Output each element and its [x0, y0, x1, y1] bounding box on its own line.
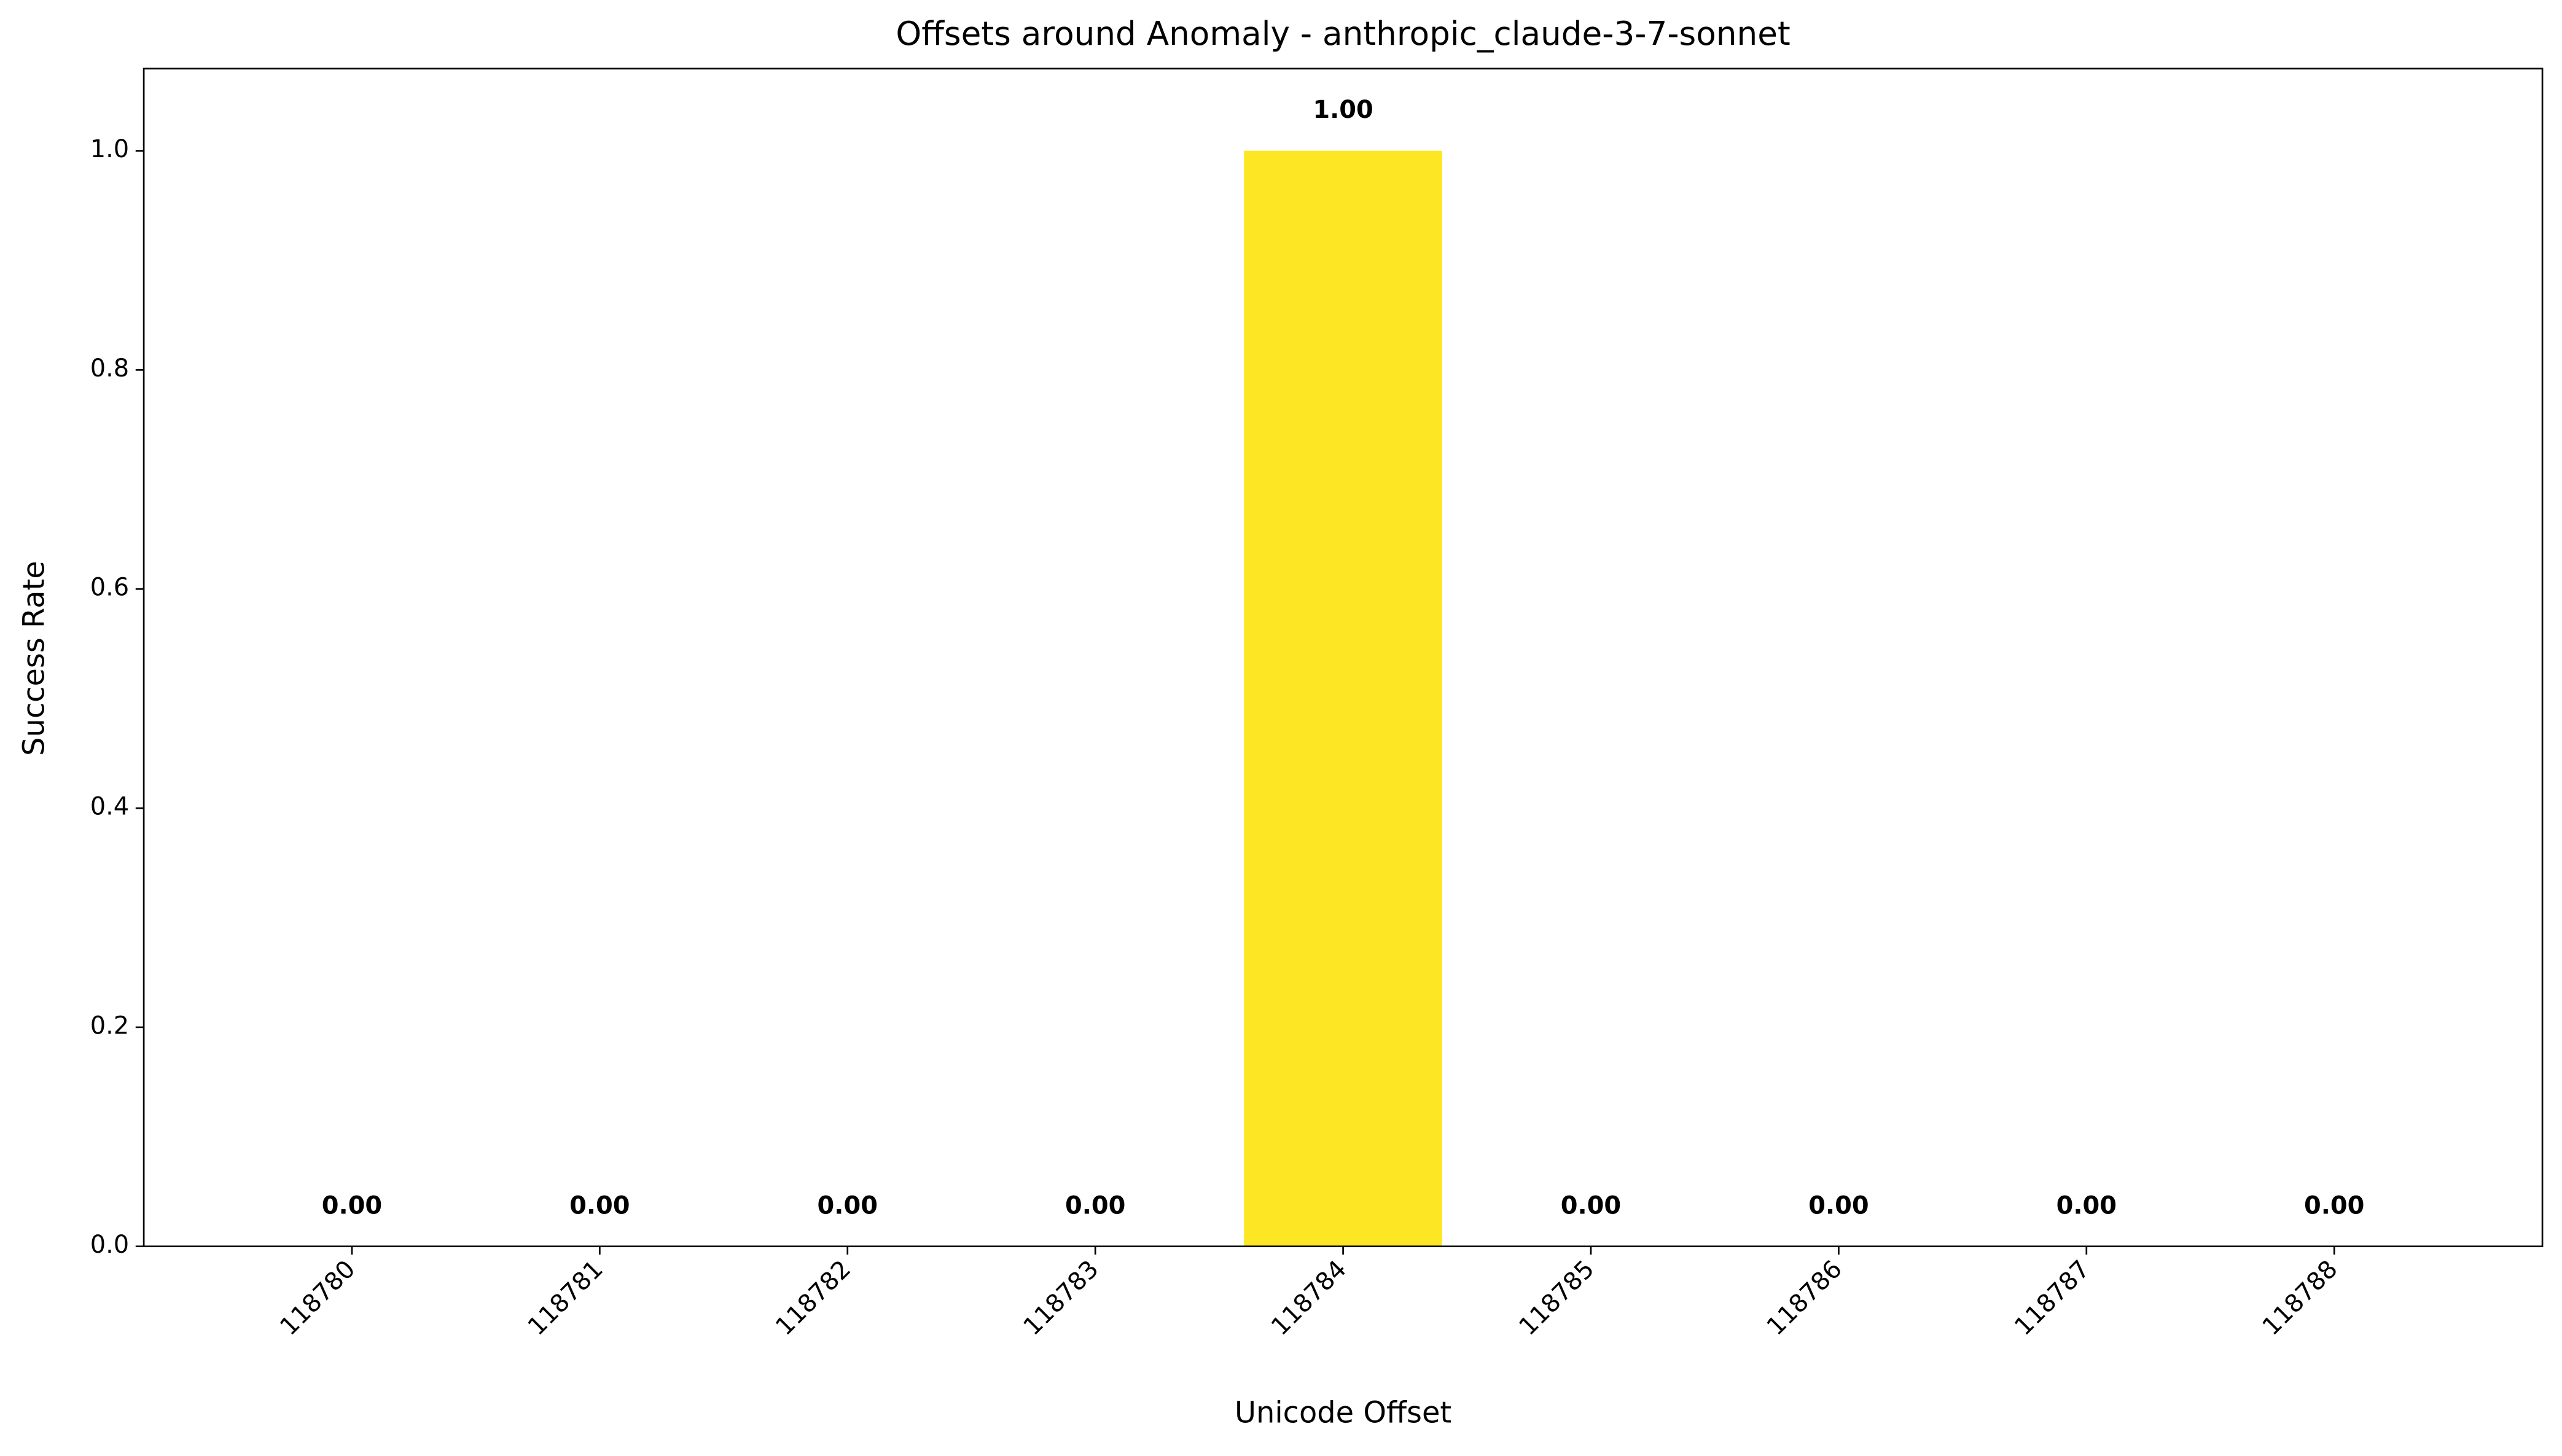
plot-frame	[143, 68, 2544, 1248]
y-tick-label: 0.6	[90, 574, 129, 602]
value-label: 0.00	[818, 1191, 878, 1220]
y-tick-label: 1.0	[90, 135, 129, 163]
y-tick-label: 0.4	[90, 793, 129, 821]
value-label: 0.00	[569, 1191, 630, 1220]
value-label: 0.00	[322, 1191, 382, 1220]
y-tick-label: 0.8	[90, 354, 129, 383]
chart-title: Offsets around Anomaly - anthropic_claud…	[896, 15, 1790, 53]
y-tick-label: 0.2	[90, 1011, 129, 1040]
value-label: 1.00	[1313, 96, 1373, 124]
bar	[1244, 150, 1442, 1247]
value-label: 0.00	[1808, 1191, 1869, 1220]
x-axis-label: Unicode Offset	[1235, 1396, 1451, 1430]
value-label: 0.00	[2056, 1191, 2117, 1220]
y-tick-label: 0.0	[90, 1231, 129, 1259]
value-label: 0.00	[2304, 1191, 2364, 1220]
y-axis-label: Success Rate	[18, 561, 52, 756]
value-label: 0.00	[1065, 1191, 1125, 1220]
value-label: 0.00	[1561, 1191, 1621, 1220]
